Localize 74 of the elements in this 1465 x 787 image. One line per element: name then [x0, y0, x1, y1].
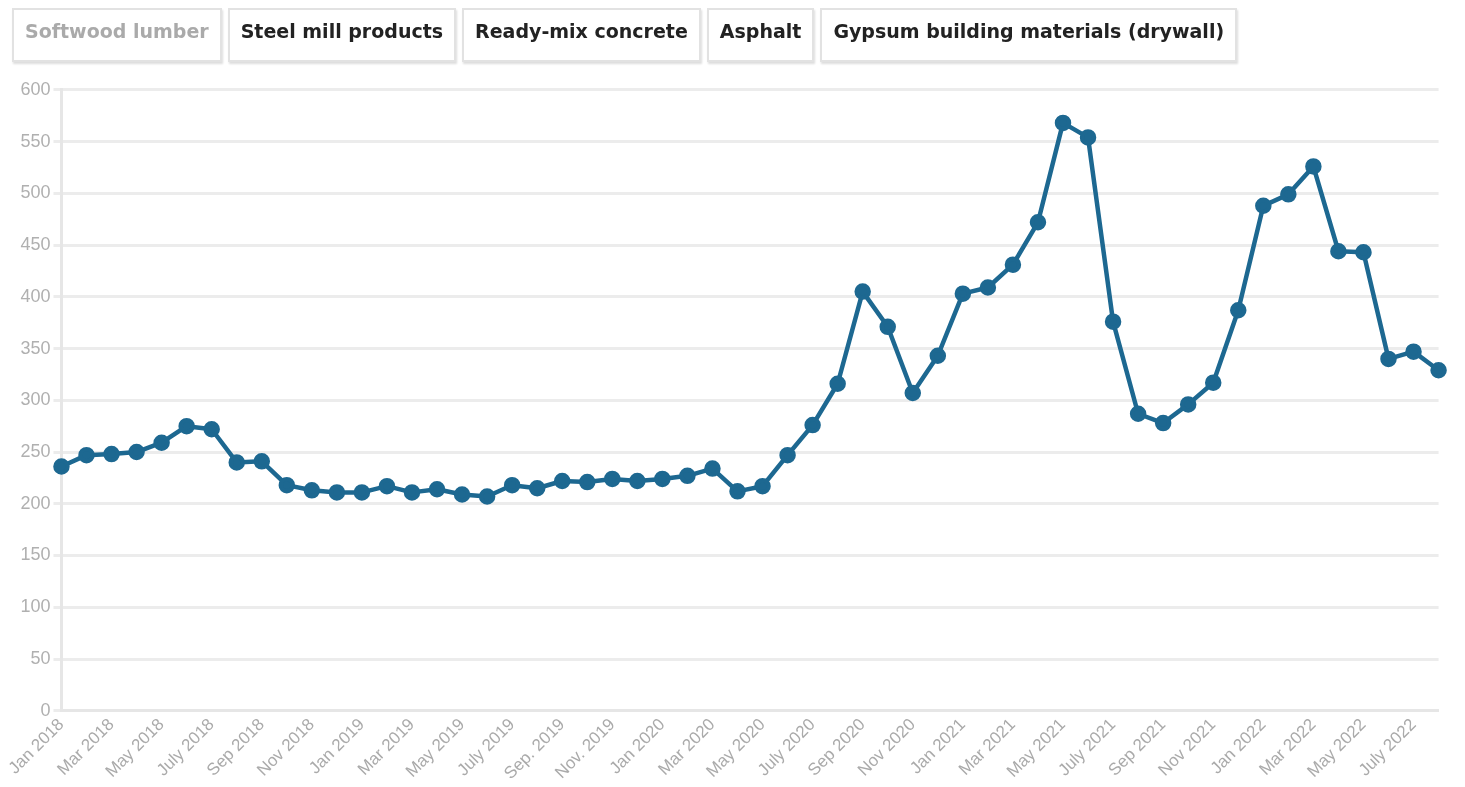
point — [879, 318, 896, 336]
point — [303, 482, 321, 499]
y-tick-label: 50 — [30, 647, 51, 668]
point — [203, 421, 220, 438]
y-tick-label: 550 — [20, 130, 51, 151]
point — [353, 484, 371, 501]
point — [553, 472, 571, 490]
point — [1179, 396, 1197, 413]
point — [729, 483, 746, 500]
point — [779, 446, 796, 464]
point — [228, 454, 245, 471]
point — [829, 375, 846, 392]
y-tick-label: 350 — [20, 337, 51, 358]
point — [929, 347, 947, 365]
y-tick-label: 200 — [20, 492, 51, 513]
point — [629, 472, 646, 490]
point — [854, 283, 871, 300]
y-tick-label: 250 — [20, 441, 51, 461]
point — [1255, 197, 1272, 214]
point — [128, 443, 145, 461]
point — [428, 481, 446, 498]
point — [979, 279, 997, 296]
point — [904, 384, 922, 402]
y-tick-label: 0 — [40, 699, 51, 720]
point — [1305, 158, 1322, 175]
y-tick-label: 100 — [20, 596, 51, 617]
point — [1004, 256, 1022, 273]
point — [1129, 405, 1147, 422]
point — [1380, 350, 1397, 368]
point — [103, 445, 120, 463]
point — [804, 416, 821, 434]
point — [478, 488, 496, 505]
point — [1330, 243, 1347, 260]
point — [253, 453, 271, 470]
point — [604, 470, 621, 488]
y-tick-label: 300 — [20, 389, 51, 410]
point — [1079, 129, 1097, 146]
point — [53, 458, 70, 475]
point — [503, 476, 521, 494]
point — [754, 477, 771, 495]
text: Asphalt — [706, 8, 815, 62]
point — [1104, 313, 1122, 330]
point — [1029, 214, 1047, 231]
point — [1405, 343, 1422, 360]
point — [1054, 114, 1072, 132]
point — [528, 480, 546, 497]
point — [654, 470, 671, 488]
point — [453, 486, 471, 503]
point — [1355, 244, 1372, 261]
point — [1204, 374, 1222, 391]
point — [403, 484, 421, 501]
text: Gypsum building materials (drywall) — [820, 8, 1238, 62]
point — [954, 285, 972, 302]
point — [153, 434, 170, 451]
y-tick-label: 150 — [20, 544, 51, 565]
point — [679, 467, 696, 485]
text: Steel mill products — [227, 8, 457, 62]
y-tick-label: 450 — [20, 234, 51, 255]
y-tick-label: 600 — [20, 78, 51, 99]
point — [1280, 186, 1297, 203]
point — [1430, 362, 1447, 379]
point — [704, 460, 721, 477]
point — [1230, 301, 1247, 319]
text: Ready-mix concrete — [462, 8, 701, 62]
y-tick-label: 400 — [20, 285, 51, 306]
point — [378, 477, 396, 495]
point — [328, 484, 346, 501]
point — [278, 476, 296, 494]
point — [78, 446, 95, 464]
y-tick-label: 500 — [20, 182, 51, 203]
point — [579, 473, 596, 491]
point — [1154, 414, 1172, 432]
text: Softwood lumber — [12, 8, 222, 62]
point — [178, 417, 195, 435]
